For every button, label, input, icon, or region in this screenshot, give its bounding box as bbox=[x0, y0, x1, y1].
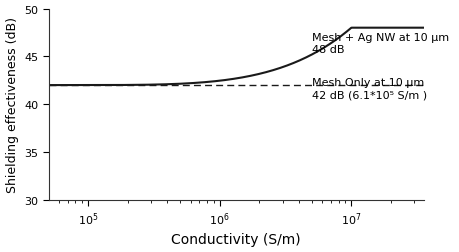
X-axis label: Conductivity (S/m): Conductivity (S/m) bbox=[171, 233, 300, 246]
Text: Mesh Only at 10 μm
42 dB (6.1*10⁵ S/m ): Mesh Only at 10 μm 42 dB (6.1*10⁵ S/m ) bbox=[311, 78, 426, 100]
Text: Mesh + Ag NW at 10 μm
48 dB: Mesh + Ag NW at 10 μm 48 dB bbox=[311, 33, 448, 55]
Y-axis label: Shielding effectiveness (dB): Shielding effectiveness (dB) bbox=[6, 17, 18, 193]
